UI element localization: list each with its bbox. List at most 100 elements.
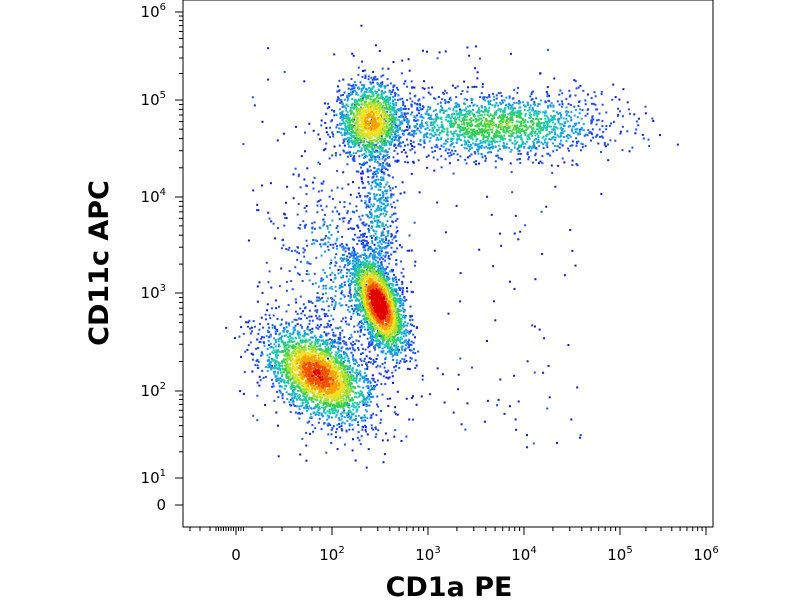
scatter-point [468, 113, 471, 116]
scatter-point [341, 405, 344, 408]
scatter-point [352, 107, 355, 110]
scatter-point [279, 368, 282, 370]
scatter-point [442, 145, 445, 148]
scatter-point [335, 126, 338, 129]
scatter-point [312, 336, 315, 339]
scatter-point [367, 385, 370, 388]
scatter-point [403, 317, 406, 320]
scatter-point [320, 182, 323, 185]
scatter-point [518, 144, 521, 147]
scatter-point [252, 320, 255, 323]
scatter-point [386, 168, 389, 171]
scatter-point [376, 364, 379, 367]
scatter-point [535, 97, 538, 100]
scatter-point [318, 417, 321, 420]
scatter-point [342, 317, 344, 320]
scatter-point [368, 398, 371, 401]
scatter-point [283, 70, 286, 73]
scatter-point [377, 93, 380, 96]
scatter-point [322, 218, 325, 221]
scatter-point [299, 405, 302, 408]
scatter-point [377, 188, 380, 191]
scatter-point [306, 325, 309, 328]
scatter-point [326, 410, 329, 413]
scatter-point [314, 413, 317, 416]
scatter-point [361, 253, 364, 256]
scatter-point [391, 176, 394, 179]
scatter-point [592, 102, 595, 105]
scatter-point [399, 114, 402, 117]
scatter-point [371, 330, 374, 332]
scatter-point [513, 136, 516, 139]
scatter-point [542, 143, 545, 146]
scatter-point [254, 364, 257, 367]
scatter-point [500, 95, 503, 97]
scatter-point [322, 287, 325, 290]
scatter-point [379, 201, 382, 204]
scatter-point [305, 431, 308, 434]
scatter-point [558, 117, 561, 120]
scatter-point [574, 130, 577, 133]
scatter-point [275, 349, 278, 352]
scatter-point [351, 238, 354, 241]
scatter-point [336, 237, 339, 240]
scatter-point [344, 351, 347, 354]
scatter-point [439, 132, 442, 135]
scatter-point [258, 281, 261, 284]
scatter-point [363, 262, 366, 265]
scatter-point [382, 173, 385, 176]
scatter-point [571, 159, 574, 162]
scatter-point [401, 347, 404, 350]
scatter-point [476, 138, 479, 141]
scatter-point [451, 84, 454, 87]
scatter-point [272, 370, 275, 373]
scatter-point [374, 360, 377, 363]
scatter-point [449, 131, 452, 134]
scatter-point [355, 152, 358, 155]
scatter-point [349, 137, 352, 140]
scatter-point [479, 142, 482, 145]
scatter-point [394, 116, 396, 119]
scatter-point [356, 385, 359, 388]
scatter-point [332, 243, 335, 246]
scatter-point [340, 276, 343, 279]
scatter-point [385, 197, 387, 200]
scatter-point [247, 321, 250, 324]
scatter-point [422, 96, 425, 99]
scatter-point [572, 125, 575, 128]
scatter-point [359, 287, 362, 289]
scatter-point [285, 391, 288, 394]
scatter-point [319, 280, 322, 283]
scatter-point [439, 105, 442, 108]
scatter-point [319, 334, 322, 337]
scatter-point [329, 243, 332, 246]
scatter-point [348, 94, 350, 97]
scatter-point [351, 134, 354, 137]
scatter-point [341, 415, 344, 418]
scatter-point [350, 85, 353, 87]
scatter-point [454, 86, 457, 89]
scatter-point [335, 428, 338, 431]
scatter-point [481, 106, 483, 109]
scatter-point [279, 391, 282, 394]
scatter-point [273, 364, 276, 367]
scatter-point [355, 405, 358, 408]
scatter-point [547, 106, 550, 109]
scatter-point [346, 211, 349, 214]
scatter-point [267, 340, 270, 342]
scatter-point [338, 144, 341, 147]
scatter-point [386, 203, 389, 206]
scatter-point [361, 60, 364, 63]
scatter-point [382, 164, 384, 167]
scatter-point [342, 220, 345, 223]
scatter-point [386, 153, 389, 156]
scatter-point [406, 121, 408, 123]
scatter-point [353, 99, 356, 102]
scatter-point [274, 370, 277, 373]
scatter-point [303, 340, 306, 343]
scatter-point [580, 149, 582, 152]
scatter-point [395, 281, 398, 283]
scatter-point [538, 145, 541, 148]
scatter-point [541, 162, 544, 165]
scatter-point [315, 256, 318, 259]
